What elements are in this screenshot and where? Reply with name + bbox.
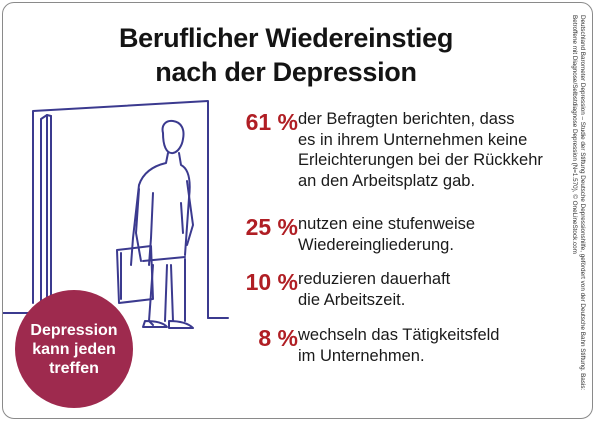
stat-percent: 8 %: [258, 325, 298, 351]
stat-description: wechseln das Tätigkeitsfeld im Unternehm…: [298, 326, 500, 365]
folder: [116, 245, 154, 304]
source-note: Deutschland Barometer Depression – Studi…: [571, 7, 586, 407]
stat-description: reduzieren dauerhaft die Arbeitszeit.: [298, 270, 451, 309]
source-text: Deutschland Barometer Depression – Studi…: [571, 15, 586, 391]
stat-description: der Befragten berichten, dass es in ihre…: [298, 110, 543, 190]
depression-badge: Depression kann jeden treffen: [15, 290, 133, 408]
title-line-2: nach der Depression: [155, 57, 417, 87]
stat-percent: 61 %: [245, 109, 298, 135]
stat-percent: 10 %: [245, 269, 298, 295]
stat-description: nutzen eine stufenweise Wiedereinglieder…: [298, 215, 476, 254]
person-head: [161, 119, 185, 155]
infographic-card: Beruflicher Wiedereinstieg nach der Depr…: [2, 2, 593, 419]
title-line-1: Beruflicher Wiedereinstieg: [118, 23, 454, 53]
stat-percent: 25 %: [245, 214, 298, 240]
door-frame: [32, 100, 209, 319]
infographic-title: Beruflicher Wiedereinstieg nach der Depr…: [3, 21, 569, 89]
badge-text: Depression kann jeden treffen: [30, 321, 118, 377]
